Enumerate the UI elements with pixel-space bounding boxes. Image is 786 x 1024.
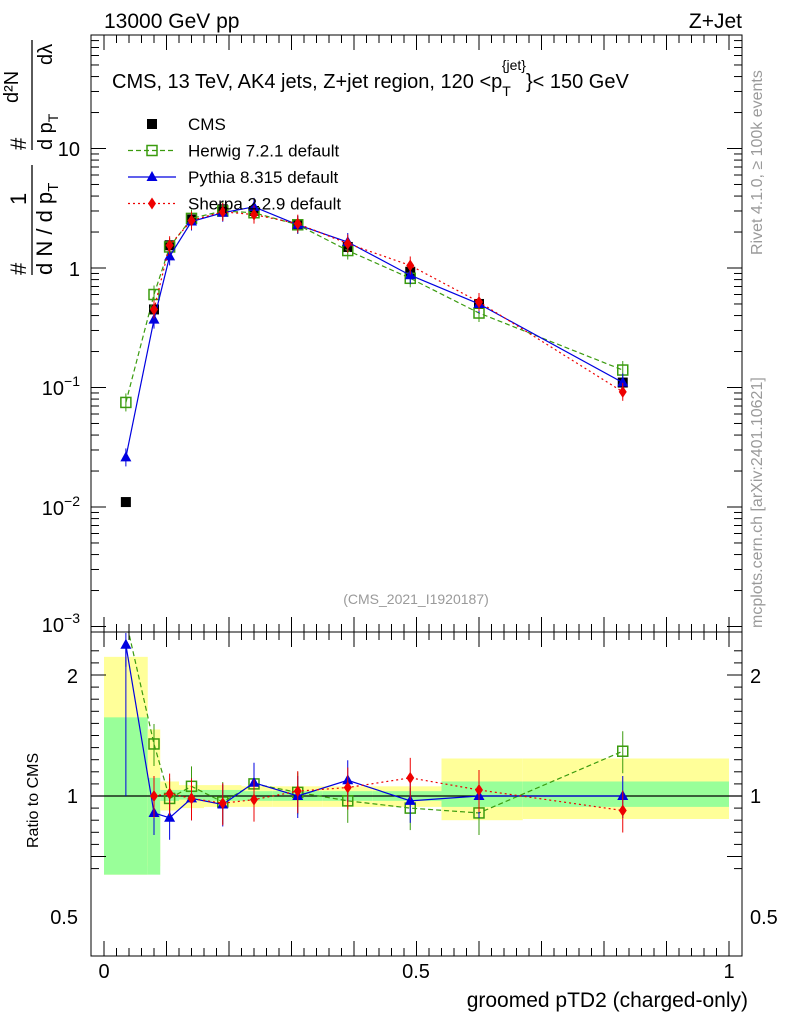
ratio-y-tick-label-right: 2 — [750, 666, 761, 688]
uncertainty-band-inner — [441, 781, 523, 807]
x-tick-label: 0.5 — [402, 961, 430, 983]
ratio-panel: 2 1 0.5 2 1 0.5 Ratio to CMS 0 0.5 1 gro… — [25, 631, 778, 1012]
legend-marker — [147, 119, 157, 129]
y-tick-label: 10−1 — [42, 373, 80, 400]
ratio-point — [618, 804, 627, 817]
ratio-point — [406, 771, 415, 784]
data-point — [475, 295, 483, 308]
series-line — [125, 206, 624, 458]
legend-marker — [146, 171, 158, 181]
watermark: (CMS_2021_I1920187) — [343, 591, 489, 607]
data-point — [120, 451, 132, 462]
ratio-point — [293, 785, 302, 798]
main-content — [120, 197, 629, 508]
ylabel-dn: d N / d pT — [32, 183, 62, 275]
legend: CMS Herwig 7.2.1 default Pythia 8.315 defa… — [128, 115, 341, 214]
data-point — [250, 208, 258, 221]
ratio-point — [250, 793, 258, 806]
data-point — [148, 313, 160, 324]
y-tick-label: 10−2 — [42, 493, 80, 520]
y-tick-label: 10−3 — [42, 610, 80, 637]
legend-marker — [148, 197, 156, 210]
ylabel-one: 1 — [6, 193, 31, 205]
data-point — [617, 376, 629, 387]
ratio-point — [150, 790, 158, 802]
uncertainty-band-inner — [522, 781, 729, 807]
ylabel-hash: # — [6, 262, 31, 275]
ratio-y-tick-label-right: 1 — [750, 786, 761, 808]
legend-label: Sherpa 2.2.9 default — [188, 195, 341, 214]
data-point — [293, 217, 302, 230]
main-ticks — [91, 35, 742, 632]
y-tick-label: 1 — [69, 259, 80, 281]
ratio-y-tick-label-right: 0.5 — [750, 907, 778, 929]
ratio-y-tick-label: 1 — [67, 786, 78, 808]
ratio-point — [475, 783, 483, 796]
data-point — [120, 396, 132, 409]
process-label: Z+Jet — [689, 10, 742, 33]
data-point — [618, 385, 627, 398]
ratio-y-tick-labels: 2 1 0.5 2 1 0.5 — [50, 666, 778, 929]
data-point — [165, 239, 174, 252]
ratio-y-tick-label: 2 — [67, 666, 78, 688]
ylabel-dlam: dλ — [35, 44, 57, 65]
y-tick-labels: 10−3 10−2 10−1 1 10 — [42, 139, 80, 637]
x-tick-labels: 0 0.5 1 — [98, 961, 734, 983]
series-line — [125, 210, 623, 403]
legend-label: CMS — [188, 115, 226, 134]
ratio-point — [165, 787, 174, 800]
mcplots-label: mcplots.cern.ch [arXiv:2401.10621] — [749, 377, 766, 628]
x-axis-label: groomed pTD2 (charged-only) — [467, 989, 748, 1012]
data-point — [187, 214, 196, 227]
ratio-point — [187, 792, 196, 805]
ylabel-dpt: d pT — [35, 113, 61, 150]
data-point — [218, 205, 227, 218]
data-point — [343, 237, 352, 250]
ratio-point — [617, 745, 629, 757]
energy-label: 13000 GeV pp — [104, 10, 239, 33]
series-line — [153, 211, 624, 393]
legend-label: Pythia 8.315 default — [188, 168, 339, 187]
ratio-point — [218, 797, 227, 810]
legend-marker — [146, 144, 158, 157]
main-y-label: # 1 d N / d pT # d²N d pT dλ — [1, 40, 62, 275]
ratio-y-label: Ratio to CMS — [25, 753, 42, 848]
ylabel-d2n: d²N — [1, 71, 23, 103]
ylabel-hash2: # — [6, 137, 31, 150]
data-point — [406, 259, 415, 272]
ratio-point — [148, 738, 160, 750]
ratio-point — [343, 781, 352, 794]
ratio-point — [164, 811, 176, 822]
x-tick-label: 0 — [98, 961, 109, 983]
legend-label: Herwig 7.2.1 default — [188, 142, 339, 161]
rivet-label: Rivet 4.1.0, ≥ 100k events — [749, 70, 766, 255]
ratio-y-tick-label: 0.5 — [50, 907, 78, 929]
data-point — [150, 303, 158, 316]
plot-title: CMS, 13 TeV, AK4 jets, Z+jet region, 120… — [112, 57, 629, 99]
ratio-ticks — [91, 632, 742, 956]
main-panel: 10−3 10−2 10−1 1 10 CMS, 13 TeV, AK4 jet… — [42, 34, 743, 637]
data-point — [148, 288, 160, 301]
data-point — [120, 497, 131, 508]
y-tick-label: 10 — [58, 139, 80, 161]
x-tick-label: 1 — [723, 961, 734, 983]
ratio-series-line — [127, 632, 623, 814]
data-point — [164, 250, 176, 261]
ratio-content — [91, 632, 742, 875]
